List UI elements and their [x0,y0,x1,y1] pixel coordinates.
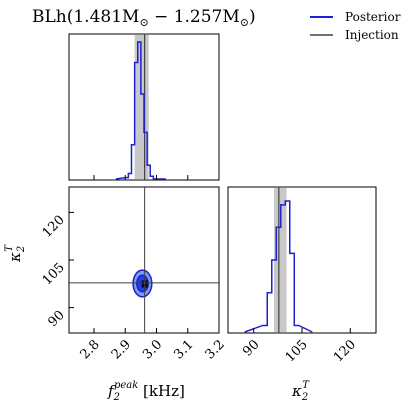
panel-f2-marginal [68,33,220,181]
legend: Posterior Injection [310,10,401,42]
kappa-y-tick-label: 105 [40,260,68,288]
kappa-x-tick-label: 90 [240,337,262,359]
ylabel-kappa: κ2T [4,244,27,263]
tick-layer: 2.8 2.9 3.0 3.1 3.2 90 105 120 90 105 120 [40,175,359,365]
xlabel-kappa: κ2T [291,380,310,403]
kappa-y-tick-label: 120 [40,213,68,241]
joint-layer [69,187,219,333]
f2-posterior-histogram [115,41,166,180]
chart-title: BLh(1.481M⊙ − 1.257M⊙) [32,7,256,29]
f2-tick-label: 3.1 [171,337,196,362]
xlabel-f2: f2peak [kHz] [107,380,185,403]
f2-tick-label: 2.8 [78,337,103,362]
kappa-posterior-histogram [244,200,313,333]
f2-tick-label: 3.0 [140,337,165,362]
panel-joint [68,186,220,334]
f2-tick-label: 3.2 [203,337,228,362]
legend-injection-label: Injection [345,28,399,42]
kappa-marginal-layer [244,187,313,333]
kappa-credible-interval [274,188,287,332]
kappa-x-tick-label: 105 [283,337,311,365]
f2-marginal-layer [115,34,166,180]
f2-tick-label: 2.9 [109,337,134,362]
panel-kappa-marginal [227,186,377,334]
kappa-y-tick-label: 90 [46,308,68,330]
kappa-x-tick-label: 120 [331,337,359,365]
legend-posterior-label: Posterior [345,10,401,24]
